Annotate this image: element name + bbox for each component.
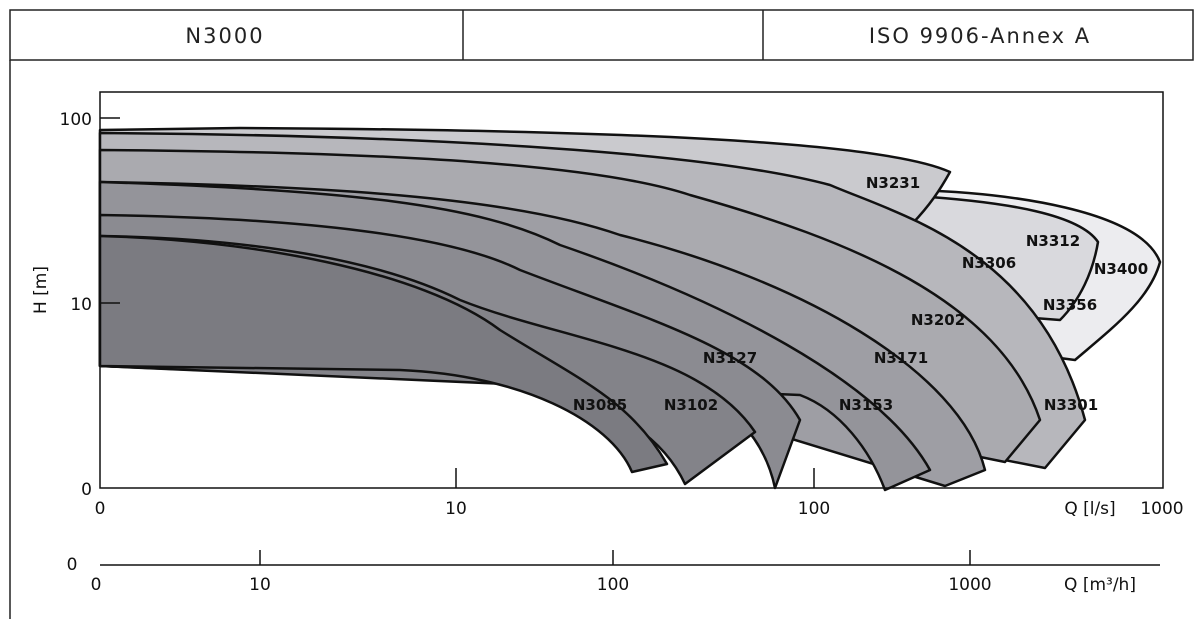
pump-label: N3312 (1026, 232, 1080, 250)
pump-label: N3306 (962, 254, 1016, 272)
region (98, 234, 669, 474)
x2-axis-label: Q [m³/h] (1064, 575, 1136, 595)
y-tick-label: 100 (60, 110, 92, 130)
pump-label: N3301 (1044, 396, 1098, 414)
pump-label: N3153 (839, 396, 893, 414)
x-tick-label: 100 (798, 499, 830, 519)
x2-tick-label: 10 (249, 575, 271, 595)
x2-tick-label: 100 (597, 575, 629, 595)
plot-frame (99, 91, 1164, 489)
pump-label: N3231 (866, 174, 920, 192)
header-left: N3000 (185, 24, 264, 48)
pump-label: N3356 (1043, 296, 1097, 314)
y-tick-label: 10 (70, 295, 92, 315)
x2-tick-label: 0 (91, 575, 102, 595)
x2-tick-label: 1000 (948, 575, 991, 595)
x-tick-label: 0 (95, 499, 106, 519)
y-axis-label: H [m] (31, 266, 51, 314)
x-tick-label: 1000 (1140, 499, 1183, 519)
header-frame (9, 9, 1194, 61)
pump-label: N3085 (573, 396, 627, 414)
pump-label: N3102 (664, 396, 718, 414)
pump-label: N3171 (874, 349, 928, 367)
x-axis-label: Q [l/s] (1064, 499, 1115, 519)
pump-label: N3400 (1094, 260, 1148, 278)
axes (99, 91, 1164, 566)
pump-label: N3127 (703, 349, 757, 367)
x2-left-label: 0 (67, 555, 78, 575)
header-right: ISO 9906-Annex A (869, 24, 1091, 48)
x-tick-label: 10 (445, 499, 467, 519)
pump-label: N3202 (911, 311, 965, 329)
header (9, 9, 1194, 619)
regions (98, 126, 1162, 492)
y-tick-label: 0 (81, 480, 92, 500)
